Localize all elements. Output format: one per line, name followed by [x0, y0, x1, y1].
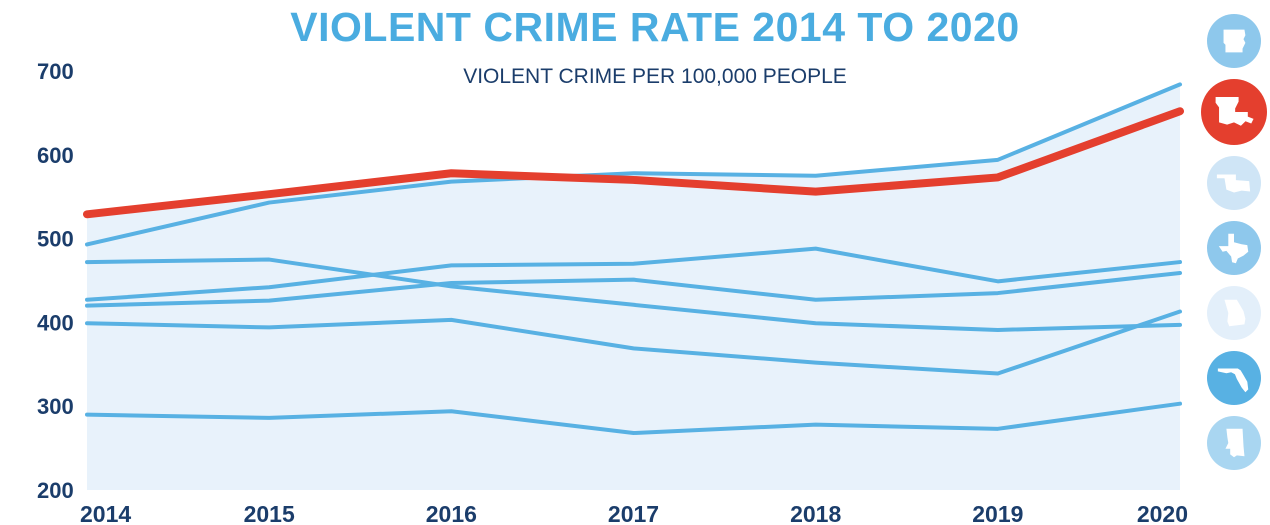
- x-tick-label: 2020: [1137, 501, 1188, 525]
- oklahoma-state-icon: [1207, 156, 1261, 210]
- georgia-state-icon: [1207, 286, 1261, 340]
- mississippi-state-icon: [1207, 416, 1261, 470]
- state-legend: [1201, 14, 1267, 481]
- y-tick-label: 700: [37, 59, 74, 84]
- series-lines-layer: [83, 82, 1184, 436]
- y-tick-label: 200: [37, 478, 74, 503]
- series-line-5: [85, 246, 1182, 302]
- x-tick-label: 2015: [244, 501, 295, 525]
- louisiana-state-icon: [1201, 79, 1267, 145]
- y-tick-label: 600: [37, 143, 74, 168]
- series-line-3: [85, 257, 1182, 332]
- x-axis-ticks: 2014 2015 2016 2017 2018 2019 2020: [80, 501, 1188, 525]
- y-tick-label: 500: [37, 227, 74, 252]
- y-tick-label: 400: [37, 310, 74, 335]
- chart-title: VIOLENT CRIME RATE 2014 TO 2020: [290, 4, 1020, 50]
- arkansas-state-icon: [1207, 14, 1261, 68]
- series-line-6: [85, 309, 1182, 376]
- series-line-7: [85, 401, 1182, 436]
- florida-state-icon: [1207, 351, 1261, 405]
- x-tick-label: 2014: [80, 501, 131, 525]
- series-line-4: [85, 270, 1182, 308]
- y-axis-ticks: 700 600 500 400 300 200: [37, 59, 74, 503]
- series-line-1: [85, 82, 1182, 247]
- chart-subtitle: VIOLENT CRIME PER 100,000 PEOPLE: [463, 65, 847, 88]
- x-tick-label: 2019: [972, 501, 1023, 525]
- highlighted-series-line: [83, 107, 1184, 219]
- y-tick-label: 300: [37, 394, 74, 419]
- x-tick-label: 2016: [426, 501, 477, 525]
- x-tick-label: 2017: [608, 501, 659, 525]
- texas-state-icon: [1207, 221, 1261, 275]
- x-tick-label: 2018: [790, 501, 841, 525]
